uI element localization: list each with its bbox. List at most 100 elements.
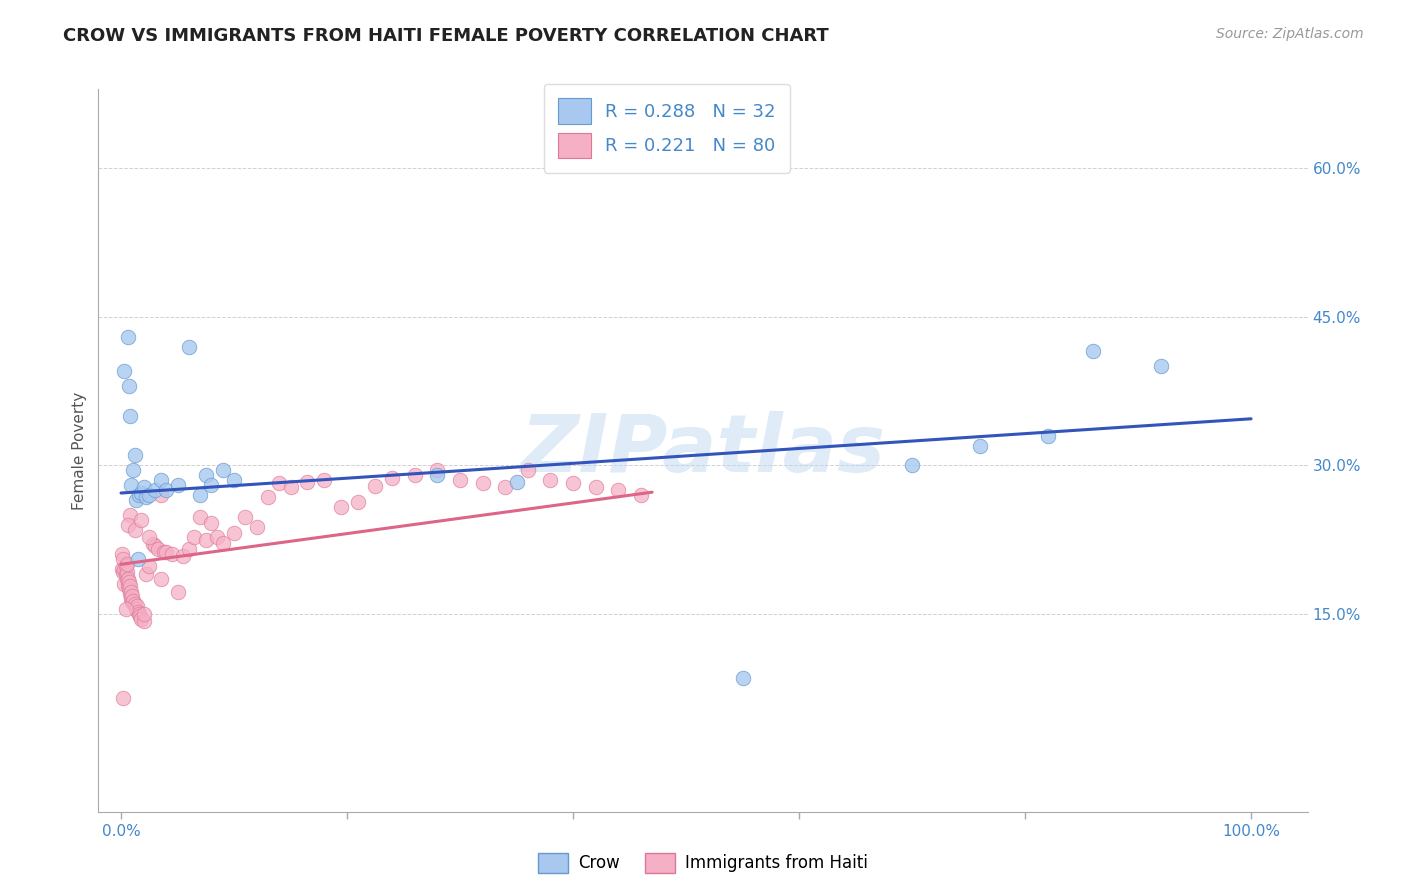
Point	[112, 552, 135, 566]
Point	[121, 595, 143, 609]
Point	[177, 542, 200, 557]
Point	[505, 475, 527, 490]
Point	[124, 449, 146, 463]
Point	[114, 559, 136, 574]
Point	[115, 565, 138, 579]
Point	[153, 545, 176, 559]
Point	[314, 473, 336, 487]
Point	[585, 480, 607, 494]
Point	[280, 480, 302, 494]
Point	[114, 602, 136, 616]
Point	[200, 516, 222, 530]
Point	[562, 476, 585, 491]
Point	[471, 476, 494, 491]
Point	[118, 575, 141, 590]
Point	[149, 488, 172, 502]
Point	[166, 585, 188, 599]
Point	[125, 492, 148, 507]
Point	[120, 579, 142, 593]
Point	[177, 339, 200, 353]
Point	[120, 409, 142, 423]
Point	[233, 509, 256, 524]
Point	[118, 379, 141, 393]
Point	[121, 589, 143, 603]
Point	[128, 488, 150, 502]
Point	[138, 488, 160, 502]
Point	[364, 479, 387, 493]
Point	[297, 475, 319, 490]
Point	[117, 329, 139, 343]
Point	[131, 612, 153, 626]
Point	[138, 559, 160, 574]
Text: ZIPatlas: ZIPatlas	[520, 411, 886, 490]
Point	[117, 517, 139, 532]
Point	[122, 463, 145, 477]
Point	[112, 577, 135, 591]
Point	[1150, 359, 1173, 374]
Point	[112, 562, 135, 576]
Point	[120, 585, 142, 599]
Point	[449, 473, 471, 487]
Point	[222, 525, 245, 540]
Point	[112, 565, 135, 579]
Point	[117, 572, 139, 586]
Point	[124, 523, 146, 537]
Text: Source: ZipAtlas.com: Source: ZipAtlas.com	[1216, 27, 1364, 41]
Point	[115, 558, 138, 572]
Point	[188, 509, 211, 524]
Point	[155, 483, 177, 497]
Point	[138, 530, 160, 544]
Point	[172, 549, 194, 564]
Point	[630, 488, 652, 502]
Point	[143, 540, 166, 554]
Point	[257, 490, 280, 504]
Point	[155, 545, 177, 559]
Point	[188, 488, 211, 502]
Point	[194, 533, 217, 547]
Point	[969, 438, 991, 452]
Y-axis label: Female Poverty: Female Poverty	[72, 392, 87, 509]
Point	[1036, 428, 1059, 442]
Point	[115, 572, 138, 586]
Point	[120, 587, 142, 601]
Point	[494, 480, 516, 494]
Point	[132, 607, 155, 621]
Point	[330, 500, 353, 514]
Point	[131, 513, 153, 527]
Legend: Crow, Immigrants from Haiti: Crow, Immigrants from Haiti	[531, 847, 875, 880]
Point	[426, 463, 449, 477]
Point	[117, 579, 139, 593]
Point	[426, 468, 449, 483]
Point	[347, 495, 370, 509]
Point	[129, 608, 152, 623]
Point	[381, 471, 404, 485]
Point	[114, 567, 136, 582]
Point	[132, 480, 155, 494]
Point	[125, 602, 148, 616]
Point	[125, 599, 148, 613]
Point	[149, 473, 172, 487]
Point	[731, 671, 754, 685]
Point	[122, 594, 145, 608]
Point	[143, 483, 166, 497]
Point	[120, 508, 142, 522]
Point	[142, 537, 165, 551]
Point	[404, 468, 426, 483]
Point	[111, 562, 134, 576]
Point	[183, 530, 205, 544]
Point	[211, 535, 233, 549]
Point	[160, 548, 183, 562]
Legend: R = 0.288   N = 32, R = 0.221   N = 80: R = 0.288 N = 32, R = 0.221 N = 80	[544, 84, 790, 173]
Point	[132, 614, 155, 628]
Point	[128, 607, 150, 621]
Point	[118, 582, 141, 596]
Point	[127, 552, 149, 566]
Point	[516, 463, 538, 477]
Point	[222, 473, 245, 487]
Point	[135, 490, 157, 504]
Point	[205, 530, 228, 544]
Point	[112, 364, 135, 378]
Point	[200, 478, 222, 492]
Point	[269, 476, 291, 491]
Point	[194, 468, 217, 483]
